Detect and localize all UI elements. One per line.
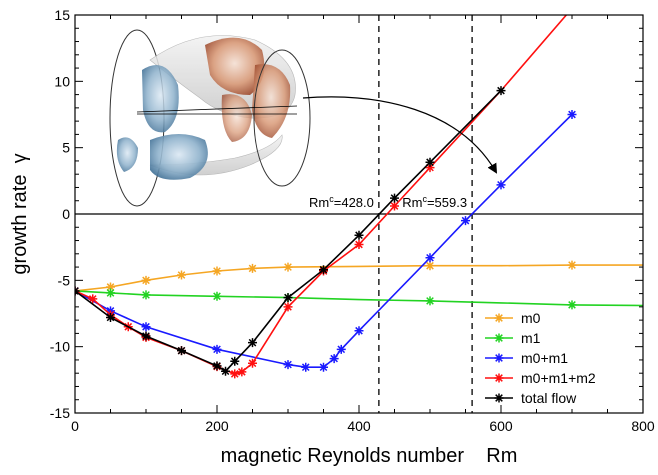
critical-label-2: Rmc=559.3 [402, 194, 467, 210]
data-point [567, 260, 577, 270]
data-point [283, 293, 293, 303]
y-tick-label: -15 [50, 405, 70, 421]
data-point [496, 180, 506, 190]
data-point [212, 344, 222, 354]
axis-rod-2 [136, 105, 298, 113]
data-point [88, 294, 98, 304]
x-tick-label: 600 [489, 418, 513, 434]
data-point [425, 296, 435, 306]
legend-item: m0 [485, 310, 541, 326]
orange-vortex-mid [221, 94, 252, 142]
data-point [354, 326, 364, 336]
data-point [248, 338, 257, 348]
data-point [319, 362, 328, 372]
series-line [75, 264, 643, 292]
flow-structure-illustration [109, 29, 498, 207]
data-point [106, 288, 115, 298]
data-point [354, 240, 364, 250]
data-point [283, 302, 293, 312]
legend-swatch-marker [494, 313, 504, 323]
x-tick-label: 400 [347, 418, 371, 434]
data-point [283, 360, 293, 370]
data-point [212, 291, 222, 301]
data-point [212, 361, 222, 371]
blue-vortex-small [116, 137, 138, 172]
data-point [354, 230, 364, 240]
y-tick-label: 0 [62, 206, 70, 222]
data-point [329, 354, 339, 364]
data-point [301, 362, 311, 372]
data-point [212, 266, 222, 276]
data-point [283, 262, 293, 272]
right-ring [253, 49, 311, 187]
x-tick-label: 800 [631, 418, 655, 434]
legend-label: m0 [521, 310, 541, 326]
data-point [141, 322, 151, 332]
data-point [141, 275, 151, 285]
data-point [141, 331, 151, 341]
legend-item: total flow [485, 390, 577, 406]
orange-vortex-top [205, 37, 265, 95]
series-line [75, 290, 643, 307]
series-m0-m1 [75, 110, 577, 372]
x-axis-title: magnetic Reynolds number Rm [221, 445, 518, 467]
data-point [106, 282, 115, 292]
blue-vortex-bottom [150, 134, 208, 180]
data-point [336, 344, 346, 354]
data-point [319, 265, 328, 275]
data-point [177, 270, 186, 280]
data-point [230, 356, 240, 366]
y-tick-label: 5 [62, 140, 70, 156]
legend-item: m1 [485, 330, 541, 346]
legend-swatch-marker [494, 393, 504, 403]
data-point [248, 263, 257, 273]
y-tick-label: 10 [54, 73, 70, 89]
data-point [390, 201, 399, 211]
data-point [390, 193, 399, 203]
series-total-flow [75, 86, 506, 376]
blue-vortex-top [142, 65, 179, 133]
data-point [567, 300, 577, 310]
legend-item: m0+m1+m2 [485, 370, 596, 386]
series-line [75, 90, 502, 373]
y-axis-title: growth rate γ [9, 153, 31, 274]
data-point [425, 253, 435, 263]
legend-swatch-marker [494, 333, 504, 343]
legend-label: total flow [521, 390, 577, 406]
x-tick-label: 0 [71, 418, 79, 434]
data-point [461, 216, 470, 226]
legend-label: m0+m1 [521, 350, 568, 366]
legend-swatch-marker [494, 373, 504, 383]
data-point [230, 369, 240, 379]
legend-swatch-marker [494, 353, 504, 363]
annotation-arrow [302, 96, 498, 174]
data-point [177, 346, 186, 356]
legend-label: m1 [521, 330, 541, 346]
data-point [496, 86, 506, 96]
legend-label: m0+m1+m2 [521, 370, 596, 386]
orange-vortex-right [252, 64, 291, 138]
y-tick-label: -5 [58, 272, 71, 288]
y-tick-label: 15 [54, 7, 70, 23]
y-tick-label: -10 [50, 339, 70, 355]
data-point [248, 358, 257, 368]
data-point [237, 367, 247, 377]
x-tick-label: 200 [205, 418, 229, 434]
data-point [425, 157, 435, 167]
series-line [75, 113, 573, 368]
legend-item: m0+m1 [485, 350, 568, 366]
data-point [425, 163, 435, 173]
data-point [567, 110, 577, 119]
data-point [106, 312, 115, 322]
data-point [425, 261, 435, 271]
data-point [141, 290, 151, 300]
series-m1 [75, 288, 643, 310]
data-point [221, 366, 231, 376]
critical-label-1: Rmc=428.0 [309, 194, 374, 210]
series-m0 [75, 260, 643, 292]
